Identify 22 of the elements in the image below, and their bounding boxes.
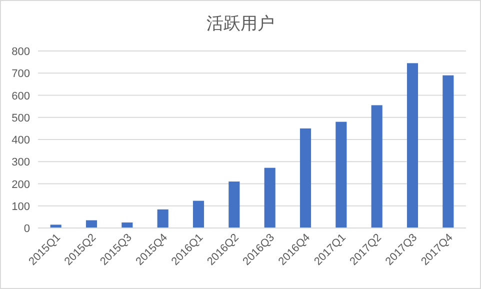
bar	[300, 128, 312, 228]
y-tick-label: 300	[12, 156, 30, 169]
bar	[50, 224, 62, 228]
bar	[442, 75, 454, 228]
bar	[192, 200, 204, 228]
bar	[336, 122, 347, 228]
y-tick-label: 800	[12, 46, 30, 58]
y-tick-label: 0	[24, 223, 30, 235]
chart-title: 活跃用户	[206, 14, 274, 33]
bar	[406, 63, 418, 228]
bar	[157, 209, 168, 228]
bar	[122, 222, 133, 228]
y-tick-label: 700	[12, 68, 30, 80]
y-tick-label: 200	[12, 178, 30, 191]
y-tick-label: 400	[12, 134, 30, 146]
bar	[264, 168, 276, 228]
bar	[228, 182, 240, 228]
bar	[86, 220, 98, 228]
y-tick-label: 500	[12, 112, 30, 124]
bar	[371, 105, 382, 228]
y-tick-label: 600	[12, 90, 30, 102]
y-tick-label: 100	[12, 200, 30, 213]
